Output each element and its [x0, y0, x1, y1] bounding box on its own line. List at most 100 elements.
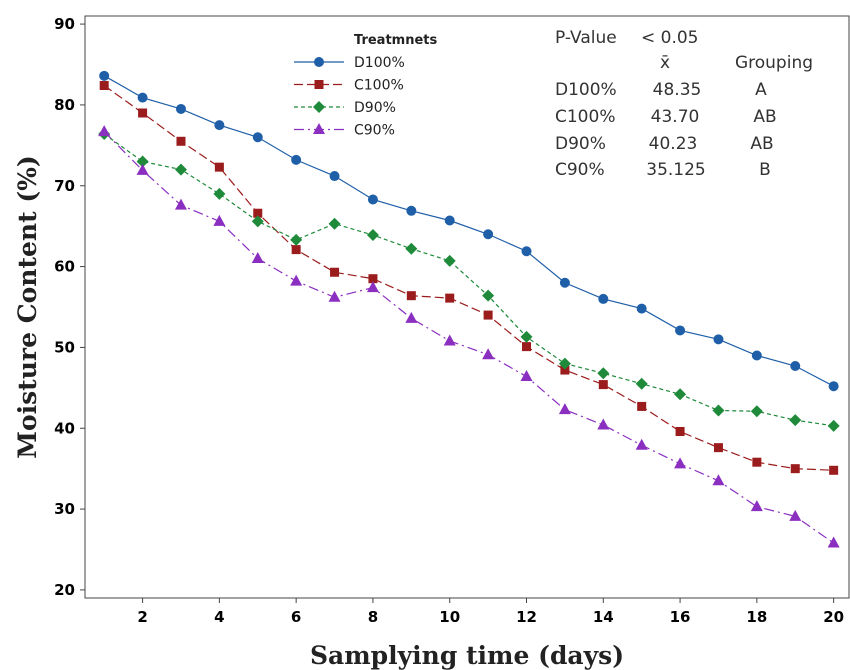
- legend-item-d100: D100%: [294, 55, 405, 71]
- series-c100: [99, 81, 839, 475]
- data-point-c100: [99, 81, 109, 91]
- legend-item-c90: C90%: [294, 123, 395, 139]
- stats-mean: 48.35: [653, 80, 702, 100]
- data-point-c90: [366, 281, 379, 293]
- y-tick-label: 20: [54, 581, 75, 599]
- series-c90: [98, 125, 840, 548]
- y-tick-label: 80: [54, 96, 75, 114]
- data-point-c100: [253, 208, 263, 218]
- data-point-c90: [443, 334, 456, 346]
- data-point-c100: [752, 457, 762, 467]
- legend-label: C100%: [354, 78, 404, 94]
- p-value: < 0.05: [641, 28, 699, 48]
- stats-group: AB: [753, 107, 776, 127]
- legend-item-c100: C100%: [294, 78, 404, 94]
- y-tick-label: 50: [54, 338, 75, 356]
- data-point-d90: [213, 187, 226, 200]
- legend-marker-d90: [313, 101, 325, 113]
- stats-treatment: C100%: [555, 107, 615, 127]
- y-axis: 20 30 40 50 60 70 80 90: [54, 15, 85, 599]
- data-point-c100: [522, 342, 532, 352]
- data-point-d90: [827, 419, 840, 432]
- stats-treatment: C90%: [555, 160, 605, 180]
- y-tick-label: 90: [54, 15, 75, 33]
- data-point-d90: [635, 377, 648, 390]
- x-tick-label: 12: [516, 608, 537, 626]
- y-axis-title: Moisture Content (%): [13, 155, 42, 458]
- data-point-d90: [136, 155, 149, 168]
- data-point-c100: [445, 293, 455, 303]
- data-point-d100: [367, 194, 378, 205]
- stats-treatment: D100%: [555, 80, 617, 100]
- data-point-d90: [712, 404, 725, 417]
- stats-group: AB: [750, 134, 773, 154]
- legend-marker-d100: [314, 57, 324, 67]
- x-tick-label: 14: [593, 608, 614, 626]
- data-point-d90: [251, 215, 264, 228]
- data-point-d100: [713, 334, 724, 345]
- mean-header: x̄: [660, 53, 670, 73]
- data-point-d90: [674, 388, 687, 401]
- series-d90: [98, 128, 840, 432]
- data-point-d90: [174, 163, 187, 176]
- legend-label: C90%: [354, 123, 395, 139]
- data-point-c100: [214, 162, 224, 172]
- y-tick-label: 30: [54, 500, 75, 518]
- p-value-label: P-Value: [555, 28, 617, 48]
- stats-treatment: D90%: [555, 134, 606, 154]
- stats-mean: 35.125: [646, 160, 705, 180]
- data-point-d100: [675, 325, 686, 336]
- data-point-c100: [713, 443, 723, 453]
- y-tick-label: 40: [54, 419, 75, 437]
- data-point-c100: [406, 291, 416, 301]
- legend-marker-c100: [314, 80, 324, 89]
- data-point-c100: [330, 267, 340, 277]
- legend-label: D100%: [354, 55, 405, 71]
- data-point-d100: [828, 381, 839, 392]
- data-point-d100: [137, 92, 148, 103]
- series-line-d90: [103, 133, 834, 427]
- data-point-d90: [597, 367, 610, 380]
- data-point-c90: [328, 290, 341, 302]
- stats-mean: 43.70: [651, 107, 700, 127]
- x-tick-label: 20: [823, 608, 844, 626]
- data-point-c90: [174, 198, 187, 210]
- stats-table: P-Value < 0.05 x̄ Grouping D100% 48.35 A…: [555, 28, 813, 180]
- data-point-c100: [637, 401, 647, 411]
- legend-marker-c90: [313, 123, 325, 134]
- data-point-c100: [790, 464, 800, 474]
- x-tick-label: 6: [291, 608, 301, 626]
- data-point-c90: [750, 500, 763, 512]
- data-point-c90: [712, 474, 725, 486]
- data-point-d90: [558, 357, 571, 370]
- series-line-c100: [103, 85, 834, 471]
- series-layer: [98, 70, 840, 548]
- data-point-c100: [291, 245, 301, 255]
- data-point-c100: [598, 380, 608, 390]
- data-point-d100: [598, 293, 609, 304]
- plot-frame: [84, 15, 850, 599]
- legend: Treatmnets D100% C100% D90% C90%: [294, 33, 437, 139]
- data-point-c100: [176, 136, 186, 146]
- stats-mean: 40.23: [649, 134, 698, 154]
- data-point-d90: [789, 414, 802, 427]
- data-point-d90: [520, 330, 533, 343]
- data-point-d100: [521, 246, 532, 257]
- data-point-c100: [560, 365, 570, 375]
- data-point-c90: [136, 163, 149, 175]
- data-point-c90: [827, 536, 840, 548]
- data-point-d100: [636, 303, 647, 314]
- data-point-c90: [520, 370, 533, 382]
- x-tick-label: 8: [368, 608, 378, 626]
- data-point-c90: [290, 274, 303, 286]
- data-point-d100: [751, 350, 762, 361]
- data-point-d100: [214, 120, 225, 131]
- data-point-d100: [329, 171, 340, 182]
- data-point-c100: [675, 426, 685, 436]
- data-point-c90: [98, 125, 111, 137]
- data-point-c90: [789, 509, 802, 521]
- data-point-d100: [406, 205, 417, 216]
- x-axis-title: Samplying time (days): [310, 641, 624, 670]
- data-point-d90: [405, 242, 418, 255]
